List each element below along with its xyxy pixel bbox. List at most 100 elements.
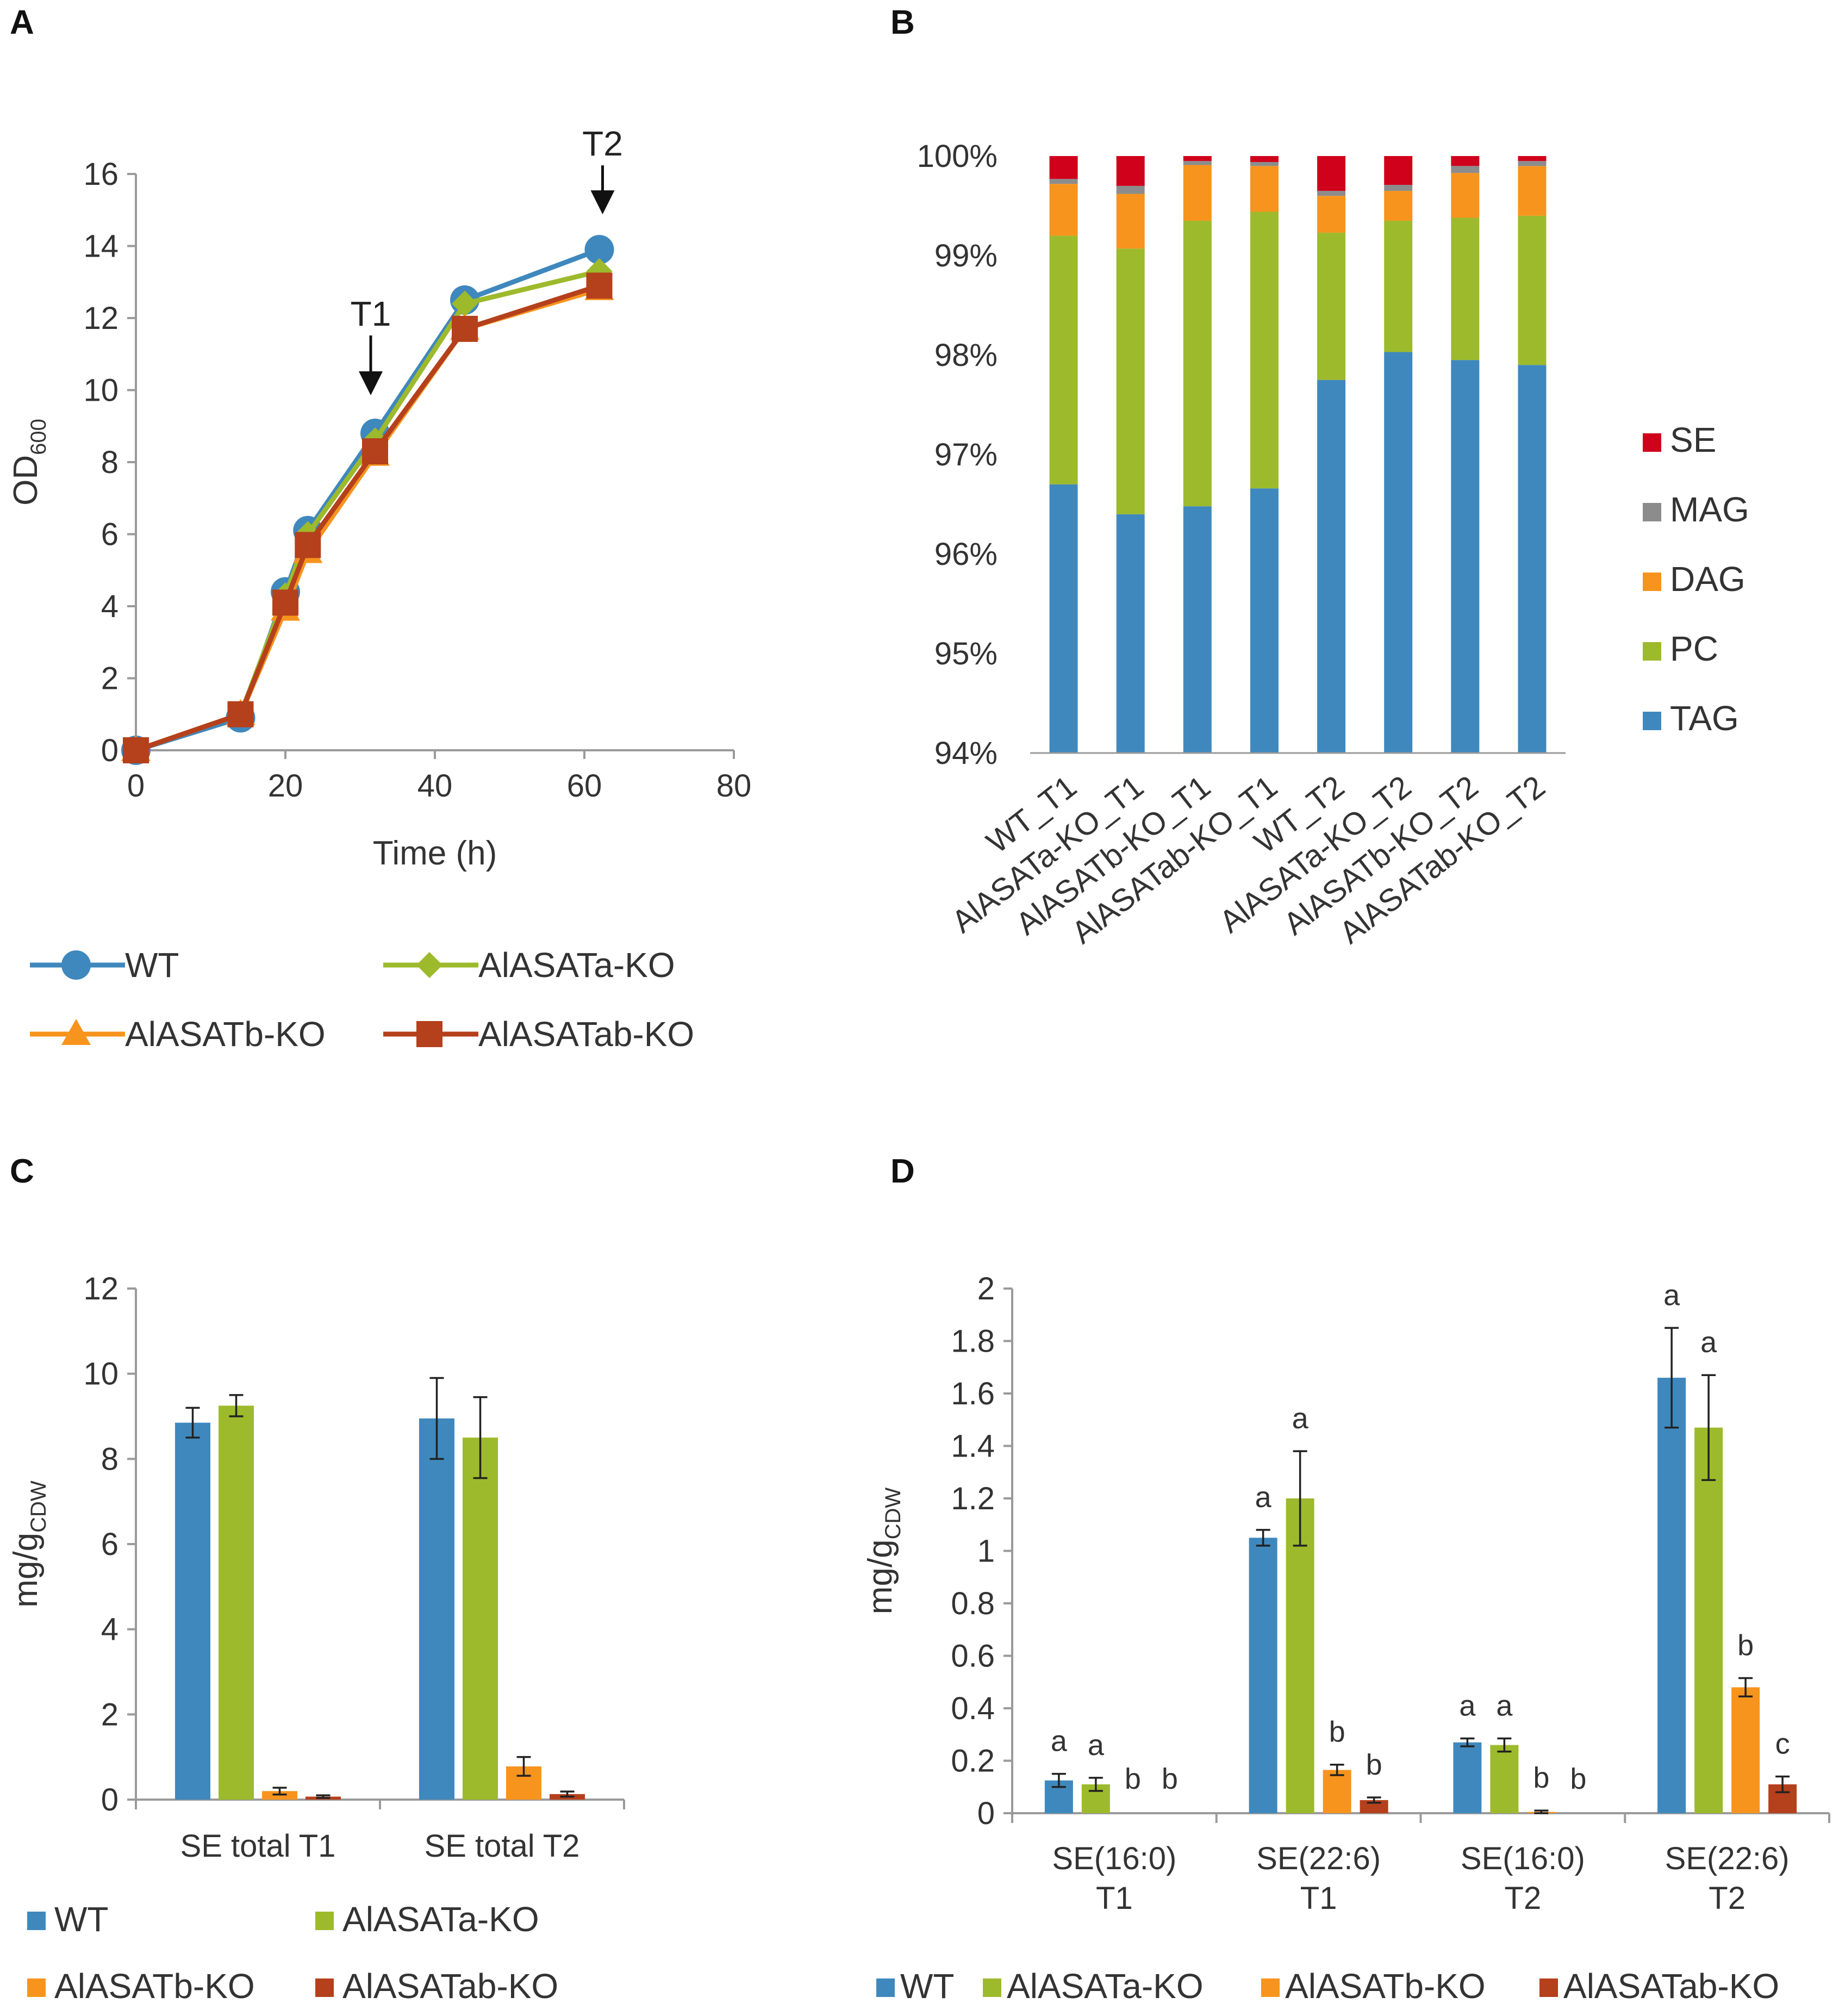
stacked-bar-alasatab-ko_t2 bbox=[1518, 156, 1547, 753]
bar-group-1 bbox=[419, 1377, 585, 1800]
bar-segment-mag bbox=[1451, 166, 1480, 173]
legend-swatch bbox=[983, 1978, 1001, 1997]
y-tick-label: 0.4 bbox=[951, 1691, 995, 1726]
data-point bbox=[123, 737, 149, 763]
legend-item-alasatb-ko: AlASATb-KO bbox=[30, 1015, 326, 1054]
y-tick-label: 100% bbox=[917, 139, 998, 174]
x-category-label: SE(22:6) bbox=[1256, 1841, 1381, 1876]
stacked-bar-alasatb-ko_t1 bbox=[1183, 156, 1212, 753]
series-line bbox=[135, 283, 600, 753]
bar-segment-pc bbox=[1250, 211, 1279, 489]
bar-segment-tag bbox=[1183, 506, 1212, 753]
bar-alasata-ko bbox=[219, 1405, 254, 1800]
y-tick-label: 0.2 bbox=[951, 1744, 995, 1779]
bar-segment-dag bbox=[1183, 165, 1212, 221]
stacked-bar-wt_t2 bbox=[1317, 156, 1346, 753]
bar-segment-se bbox=[1451, 156, 1480, 166]
bar-alasata-ko bbox=[463, 1438, 498, 1800]
data-point bbox=[584, 235, 614, 265]
significance-letter: b bbox=[1737, 1629, 1754, 1662]
bar-wt bbox=[175, 1422, 210, 1800]
legend-label: WT bbox=[54, 1900, 109, 1939]
annotation-t1: T1 bbox=[351, 294, 391, 333]
legend-label: AlASATab-KO bbox=[478, 1015, 694, 1054]
y-axis-title-main: mg/g bbox=[7, 1533, 45, 1608]
legend-label: MAG bbox=[1670, 490, 1749, 529]
x-tick-label: 0 bbox=[127, 768, 145, 804]
legend-marker bbox=[61, 1019, 91, 1045]
legend-label: DAG bbox=[1670, 559, 1746, 599]
bar-segment-dag bbox=[1116, 194, 1145, 249]
series-alasatab-ko bbox=[123, 272, 613, 763]
panel-letter-d: D bbox=[890, 1153, 915, 1190]
legend-label: AlASATb-KO bbox=[1285, 1967, 1486, 2006]
x-category-label: SE(22:6) bbox=[1665, 1841, 1790, 1876]
y-axis-title-sub: 600 bbox=[27, 419, 51, 455]
significance-letter: b bbox=[1125, 1763, 1141, 1795]
y-tick-label: 1.6 bbox=[951, 1376, 995, 1411]
y-axis-title: mg/gCDW bbox=[862, 1488, 905, 1615]
bar-segment-mag bbox=[1317, 191, 1346, 196]
series-alasata-ko bbox=[123, 258, 613, 763]
legend-label: AlASATa-KO bbox=[342, 1900, 539, 1939]
y-tick-label: 10 bbox=[83, 1357, 119, 1392]
significance-letter: a bbox=[1088, 1729, 1105, 1762]
legend-item-alasatb-ko: AlASATb-KO bbox=[27, 1967, 255, 2006]
bar-wt bbox=[1657, 1378, 1686, 1813]
data-point bbox=[586, 272, 613, 299]
legend-label: SE bbox=[1670, 420, 1716, 459]
panel-letter-c: C bbox=[10, 1153, 34, 1190]
bar-alasata-ko bbox=[1694, 1427, 1723, 1813]
y-tick-label: 94% bbox=[934, 736, 998, 771]
x-tick-label: 60 bbox=[567, 768, 602, 804]
legend: WT AlASATa-KO AlASATb-KO AlASATab-KO bbox=[30, 945, 694, 1054]
legend-swatch bbox=[1643, 642, 1661, 661]
annotation-arrow-head bbox=[359, 371, 383, 395]
legend-label: WT bbox=[900, 1967, 955, 2006]
bar-segment-tag bbox=[1317, 379, 1346, 753]
y-tick-label: 0.8 bbox=[951, 1586, 995, 1621]
legend-marker bbox=[416, 1021, 442, 1047]
bar-group-3: aa b c bbox=[1657, 1279, 1797, 1813]
x-category-label: T2 bbox=[1505, 1881, 1542, 1916]
significance-letter: a bbox=[1663, 1279, 1680, 1311]
legend-swatch bbox=[1643, 712, 1661, 730]
legend-label: AlASATb-KO bbox=[125, 1015, 326, 1054]
panel-b-stacked-bar-chart: 94%95%96%97%98%99%100%WT_T1AlASATa-KO_T1… bbox=[917, 139, 1749, 950]
data-point bbox=[295, 532, 321, 558]
bar-segment-se bbox=[1384, 156, 1413, 185]
y-tick-label: 12 bbox=[83, 1271, 119, 1306]
legend-label: WT bbox=[125, 945, 179, 985]
legend-marker bbox=[416, 952, 442, 978]
bar-segment-se bbox=[1049, 156, 1078, 179]
bar-alasata-ko bbox=[1286, 1498, 1314, 1813]
legend-item-alasatb-ko: AlASATb-KO bbox=[1261, 1967, 1486, 2006]
y-tick-label: 97% bbox=[934, 437, 998, 472]
significance-letter: a bbox=[1459, 1689, 1476, 1722]
legend-item-wt: WT bbox=[27, 1900, 109, 1939]
legend-swatch bbox=[1643, 573, 1661, 591]
bar-segment-tag bbox=[1049, 484, 1078, 753]
y-tick-label: 16 bbox=[83, 157, 119, 192]
significance-letter: a bbox=[1700, 1326, 1717, 1359]
y-axis-title-sub: CDW bbox=[27, 1480, 51, 1533]
y-axis-title-sub: CDW bbox=[881, 1488, 905, 1540]
panel-c-bar-chart: 0 2 4 6 8 10 12 SE total T1 SE total T2 mg/gCDW WT… bbox=[7, 1271, 625, 2006]
significance-letter: b bbox=[1329, 1716, 1345, 1749]
legend-item-wt: WT bbox=[876, 1967, 955, 2006]
y-tick-label: 4 bbox=[101, 1612, 119, 1647]
stacked-bar-wt_t1 bbox=[1049, 156, 1078, 753]
bar-segment-dag bbox=[1250, 166, 1279, 212]
legend-item-alasata-ko: AlASATa-KO bbox=[983, 1967, 1204, 2006]
bar-segment-pc bbox=[1384, 220, 1413, 352]
y-axis-title-main: mg/g bbox=[862, 1539, 899, 1614]
y-tick-label: 1.4 bbox=[951, 1429, 995, 1464]
y-axis-title: mg/gCDW bbox=[7, 1480, 51, 1608]
legend-label: PC bbox=[1670, 629, 1718, 668]
significance-letter: c bbox=[1775, 1727, 1790, 1760]
bar-segment-se bbox=[1317, 156, 1346, 191]
legend: WT AlASATa-KO AlASATb-KO AlASATab-KO bbox=[27, 1900, 558, 2006]
legend-item-pc: PC bbox=[1643, 629, 1718, 668]
bar-segment-tag bbox=[1384, 352, 1413, 753]
legend-swatch bbox=[27, 1912, 46, 1930]
